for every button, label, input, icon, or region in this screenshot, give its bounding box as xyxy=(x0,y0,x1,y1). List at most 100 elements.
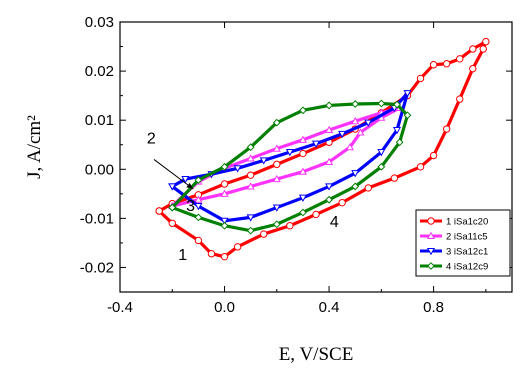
data-point xyxy=(377,149,386,157)
pointer-arrow xyxy=(153,159,194,190)
data-point xyxy=(194,213,203,222)
legend-entry: 2 iSa11c5 xyxy=(420,232,488,243)
data-point xyxy=(356,128,365,136)
data-point xyxy=(393,100,401,109)
legend-label: 4 iSa12c9 xyxy=(446,262,488,273)
data-point xyxy=(155,207,163,215)
data-point xyxy=(298,167,307,175)
data-point xyxy=(246,143,255,152)
y-tick-label: 0.01 xyxy=(85,112,114,129)
x-tick-label: -0.4 xyxy=(107,299,133,316)
series-line xyxy=(171,91,410,223)
data-point xyxy=(285,149,294,157)
data-point xyxy=(233,243,242,251)
legend-entry: 3 iSa12c1 xyxy=(420,247,488,258)
data-point xyxy=(233,165,242,173)
y-tick-label: -0.02 xyxy=(80,259,114,276)
data-point xyxy=(364,184,372,192)
data-point xyxy=(194,236,203,245)
data-point xyxy=(298,135,307,143)
curve-number-label: 4 xyxy=(330,214,339,231)
data-point xyxy=(482,37,490,46)
series-line xyxy=(171,106,402,208)
data-point xyxy=(469,64,477,73)
data-point xyxy=(345,142,355,151)
data-point xyxy=(220,221,229,230)
legend-label: 1 iSa1c20 xyxy=(446,217,488,228)
data-point xyxy=(364,119,373,127)
y-tick-label: 0.03 xyxy=(85,14,114,31)
data-point xyxy=(325,101,333,110)
series-3 xyxy=(168,90,412,226)
plot-frame xyxy=(119,21,513,293)
data-point xyxy=(403,111,412,120)
data-point xyxy=(246,226,255,235)
series-4 xyxy=(168,99,412,235)
data-point xyxy=(272,144,281,152)
legend-marker xyxy=(427,217,435,225)
data-point xyxy=(246,154,255,162)
data-point xyxy=(272,174,281,183)
data-point xyxy=(299,208,307,217)
data-point xyxy=(403,90,412,98)
data-point xyxy=(325,195,333,204)
data-point xyxy=(168,203,177,212)
data-point xyxy=(246,214,255,222)
data-point xyxy=(351,116,360,125)
legend: 1 iSa1c20 2 iSa11c5 3 iSa12c1 4 iSa12c9 xyxy=(415,209,511,277)
data-point xyxy=(312,210,320,219)
data-point xyxy=(194,203,203,211)
data-point xyxy=(325,183,334,191)
data-point xyxy=(272,220,281,229)
plot-area: -0.4 0.0 0.4 0.8 -0.02 -0.01 0.00 0.01 0.02 0.03 xyxy=(80,14,513,316)
data-point xyxy=(429,151,438,160)
data-point xyxy=(395,138,404,147)
legend-marker xyxy=(426,231,436,240)
data-point xyxy=(338,198,346,207)
data-point xyxy=(260,230,268,238)
data-point xyxy=(325,157,334,165)
data-point xyxy=(220,252,229,261)
x-tick-label: 0.0 xyxy=(214,299,235,316)
data-point xyxy=(299,149,307,158)
data-point xyxy=(351,182,360,191)
legend-label: 2 iSa11c5 xyxy=(446,232,488,243)
pointer-arrowhead xyxy=(186,182,194,189)
data-point xyxy=(220,217,229,226)
data-point xyxy=(456,55,464,63)
data-point xyxy=(220,189,229,197)
legend-entry: 4 iSa12c9 xyxy=(420,262,488,273)
data-point xyxy=(299,106,307,115)
data-point xyxy=(338,130,347,139)
data-point xyxy=(207,250,216,258)
data-point xyxy=(311,140,321,148)
data-point xyxy=(442,60,451,68)
data-point xyxy=(351,170,360,178)
data-point xyxy=(220,162,229,171)
data-point xyxy=(168,219,176,227)
data-point xyxy=(429,61,438,69)
data-point xyxy=(479,45,487,53)
data-point xyxy=(298,194,307,202)
data-point xyxy=(194,195,203,203)
data-point xyxy=(181,176,190,184)
data-point xyxy=(259,157,268,165)
data-point xyxy=(246,182,255,190)
data-point xyxy=(220,180,229,188)
curve-number-label: 2 xyxy=(147,130,156,147)
data-point xyxy=(456,95,464,103)
legend-marker xyxy=(426,247,436,256)
data-point xyxy=(273,160,281,169)
annotation-layer: 1 2 3 4 xyxy=(147,130,339,264)
data-point xyxy=(246,171,255,179)
x-tick-label: 0.8 xyxy=(423,299,444,316)
data-point xyxy=(377,99,386,108)
data-point xyxy=(469,45,477,53)
data-point xyxy=(325,125,334,134)
data-point xyxy=(416,74,425,83)
curve-number-label: 3 xyxy=(186,198,195,215)
data-point xyxy=(286,222,294,230)
y-tick-label: -0.01 xyxy=(80,210,114,227)
legend-entry: 1 iSa1c20 xyxy=(420,217,488,228)
